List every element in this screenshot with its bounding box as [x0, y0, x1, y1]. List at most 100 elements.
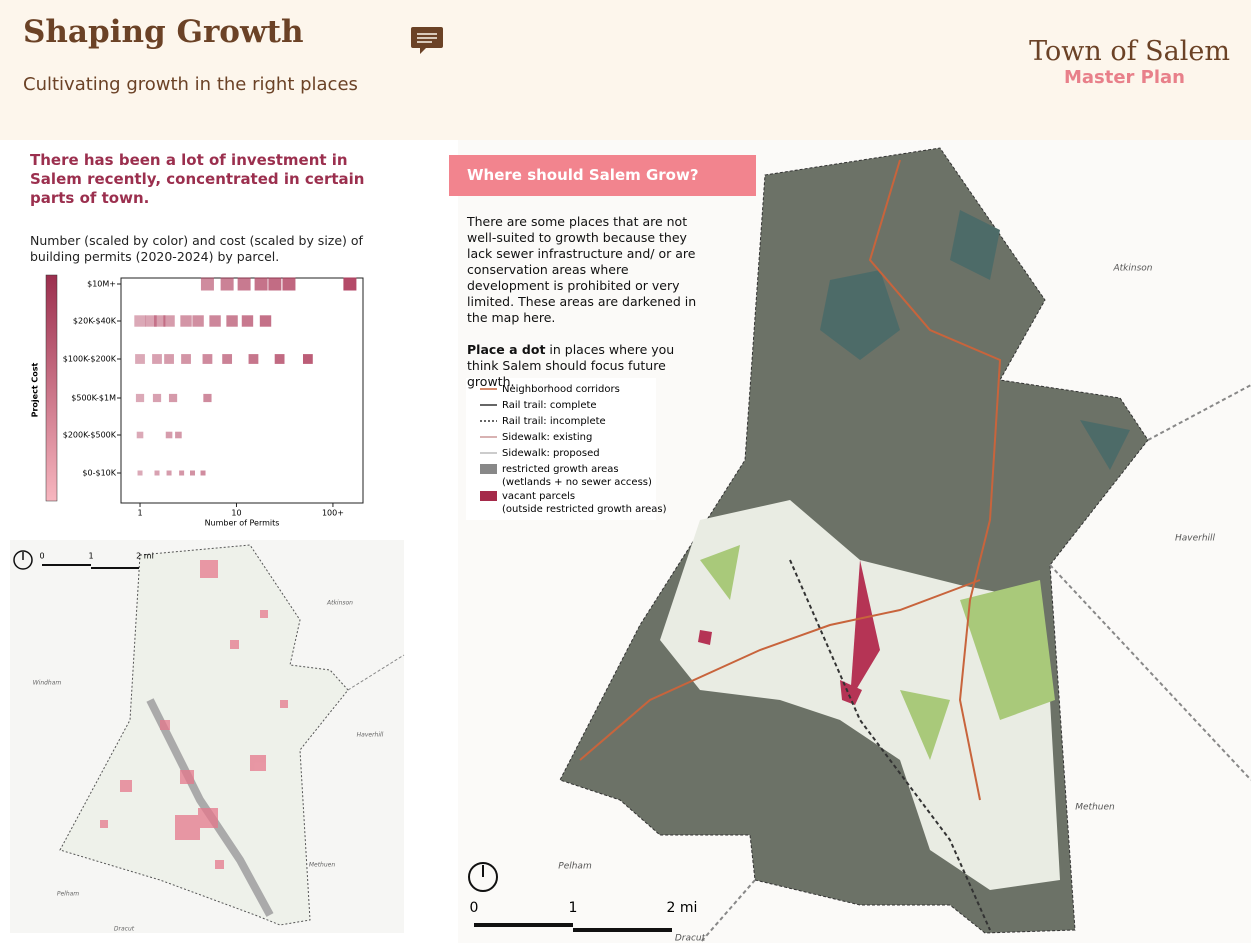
point — [343, 277, 357, 291]
point — [237, 277, 251, 291]
north-arrow — [468, 862, 498, 892]
point — [302, 354, 313, 364]
point — [241, 315, 254, 327]
colorbar — [45, 274, 58, 502]
corridor — [579, 579, 981, 761]
action-text: in places where you think Salem should f… — [467, 342, 675, 389]
point — [190, 470, 196, 476]
point — [274, 354, 285, 364]
vacant-parcel — [698, 630, 712, 645]
point — [200, 470, 206, 476]
chart: $0-$10K $200K-$500K $500K-$1M $100K-$200K $2… — [63, 277, 357, 518]
chart-description: Number (scaled by color) and cost (scale… — [30, 233, 363, 264]
point — [137, 470, 143, 476]
y-tick-label: $0-$10K — [82, 469, 116, 478]
place-label: Haverhill — [1175, 534, 1216, 544]
border — [347, 654, 405, 691]
y-tick-label: $500K-$1M — [71, 394, 116, 403]
point — [134, 315, 146, 327]
y-tick-label: $100K-$200K — [63, 355, 117, 364]
scale-label: 1 — [569, 900, 578, 916]
y-axis-label: Project Cost — [31, 362, 40, 417]
y-tick-label: $10M+ — [87, 280, 116, 289]
legend-label: Sidewalk: existing — [502, 432, 592, 443]
legend-label: (wetlands + no sewer access) — [502, 477, 652, 488]
place-label: Pelham — [57, 891, 79, 898]
intro: There has been a lot of investment in Sa… — [30, 151, 365, 207]
legend-swatch — [480, 491, 497, 501]
point — [135, 354, 145, 364]
x-tick-label: 100+ — [322, 509, 344, 518]
legend-label: Sidewalk: proposed — [502, 448, 600, 459]
developed-area — [660, 500, 1060, 890]
header — [0, 0, 1251, 140]
water — [820, 210, 1130, 470]
scale-label: 0 — [39, 552, 44, 561]
north-arrow — [13, 550, 33, 570]
point — [168, 393, 178, 403]
point — [166, 470, 172, 476]
point — [259, 315, 272, 327]
legend-label: (outside restricted growth areas) — [502, 504, 667, 515]
place-label: Atkinson — [1112, 264, 1152, 274]
action-bold: Place a dot — [467, 342, 546, 357]
point — [181, 354, 191, 364]
title: Shaping Growth — [23, 14, 304, 50]
legend-label: vacant parcels — [502, 491, 575, 502]
vacant — [850, 560, 880, 700]
plan-name: Master Plan — [1063, 67, 1185, 88]
green-area — [700, 545, 1055, 760]
comment-button[interactable] — [410, 26, 444, 56]
town-name: Town of Salem — [1029, 36, 1230, 67]
point — [203, 393, 212, 403]
small-town-outline — [59, 544, 349, 926]
point — [175, 431, 182, 439]
place-label: Methuen — [1075, 803, 1115, 813]
panel-title: Where should Salem Grow? — [449, 155, 756, 196]
point — [154, 470, 160, 476]
point — [163, 315, 175, 327]
x-tick-label: 1 — [137, 509, 142, 518]
point — [202, 354, 213, 364]
vacant-parcel — [840, 680, 862, 705]
point — [135, 393, 145, 403]
point — [154, 315, 166, 327]
point — [222, 354, 233, 364]
scale-label: 0 — [470, 900, 479, 916]
scale-label: 1 — [88, 552, 93, 561]
highway — [146, 698, 274, 917]
point — [282, 277, 296, 291]
place-label: Haverhill — [357, 732, 384, 739]
scale-label: 2 mi — [136, 552, 154, 561]
point — [165, 431, 173, 439]
point — [152, 393, 162, 403]
point — [152, 354, 162, 364]
legend-box — [466, 378, 656, 520]
legend-label: Rail trail: complete — [502, 400, 597, 411]
point — [220, 277, 234, 291]
legend-label: Neighborhood corridors — [502, 384, 620, 395]
point — [226, 315, 238, 327]
point — [164, 354, 174, 364]
legend-label: restricted growth areas — [502, 464, 619, 475]
place-label: Dracut — [675, 934, 706, 943]
rail-trail — [789, 559, 991, 931]
subtitle: Cultivating growth in the right places — [23, 74, 358, 95]
panel-action: Place a dot in places where you think Sa… — [467, 342, 707, 390]
point — [248, 354, 259, 364]
legend: Neighborhood corridors Rail trail: comple… — [480, 384, 667, 515]
scale-bar — [42, 564, 91, 566]
place-label: Dracut — [114, 926, 135, 933]
y-tick-label: $200K-$500K — [63, 431, 117, 440]
parcel-texture — [100, 560, 288, 869]
place-label: Methuen — [309, 862, 336, 869]
scale-bar — [573, 928, 672, 932]
point — [136, 431, 144, 439]
border — [699, 384, 1251, 943]
x-tick-label: 10 — [231, 509, 241, 518]
scale-bar — [474, 923, 573, 927]
legend-label: Rail trail: incomplete — [502, 416, 606, 427]
point — [145, 315, 157, 327]
y-tick-label: $20K-$40K — [73, 317, 117, 326]
scale-bar — [91, 567, 139, 569]
